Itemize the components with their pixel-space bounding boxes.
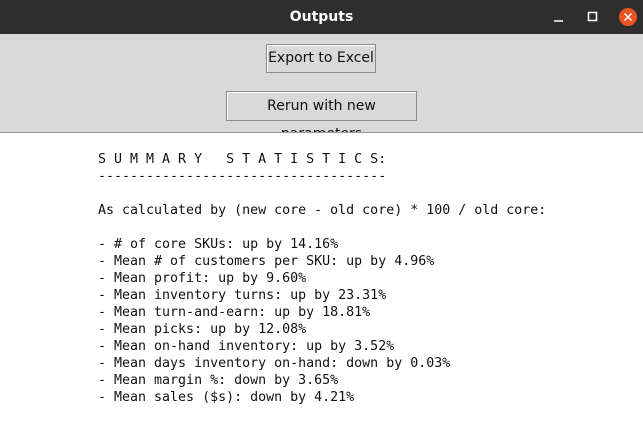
rerun-button[interactable]: Rerun with new parameters	[226, 91, 417, 142]
export-button[interactable]: Export to Excel	[266, 44, 376, 73]
output-text: S U M M A R Y S T A T I S T I C S: -----…	[98, 151, 546, 406]
stat-line: - Mean on-hand inventory: up by 3.52%	[98, 339, 395, 354]
output-panel: S U M M A R Y S T A T I S T I C S: -----…	[0, 132, 643, 428]
blank-line	[98, 219, 546, 236]
stat-line: - Mean picks: up by 12.08%	[98, 322, 307, 337]
window-controls	[554, 8, 637, 26]
stat-line: - Mean profit: up by 9.60%	[98, 271, 307, 286]
close-icon	[623, 12, 633, 22]
stat-line: - Mean turn-and-earn: up by 18.81%	[98, 305, 371, 320]
stat-line: - Mean inventory turns: up by 23.31%	[98, 288, 387, 303]
maximize-button[interactable]	[587, 11, 598, 22]
stat-line: - Mean sales ($s): down by 4.21%	[98, 390, 355, 405]
stat-line: - Mean margin %: down by 3.65%	[98, 373, 339, 388]
heading: S U M M A R Y S T A T I S T I C S:	[98, 152, 387, 167]
title-bar: Outputs	[0, 0, 643, 34]
stat-line: - # of core SKUs: up by 14.16%	[98, 237, 339, 252]
rule: ------------------------------------	[98, 169, 387, 184]
formula: As calculated by (new core - old core) *…	[98, 203, 547, 218]
stat-line: - Mean # of customers per SKU: up by 4.9…	[98, 254, 435, 269]
blank-line	[98, 185, 546, 202]
stat-line: - Mean days inventory on-hand: down by 0…	[98, 356, 451, 371]
window-title: Outputs	[289, 9, 354, 25]
